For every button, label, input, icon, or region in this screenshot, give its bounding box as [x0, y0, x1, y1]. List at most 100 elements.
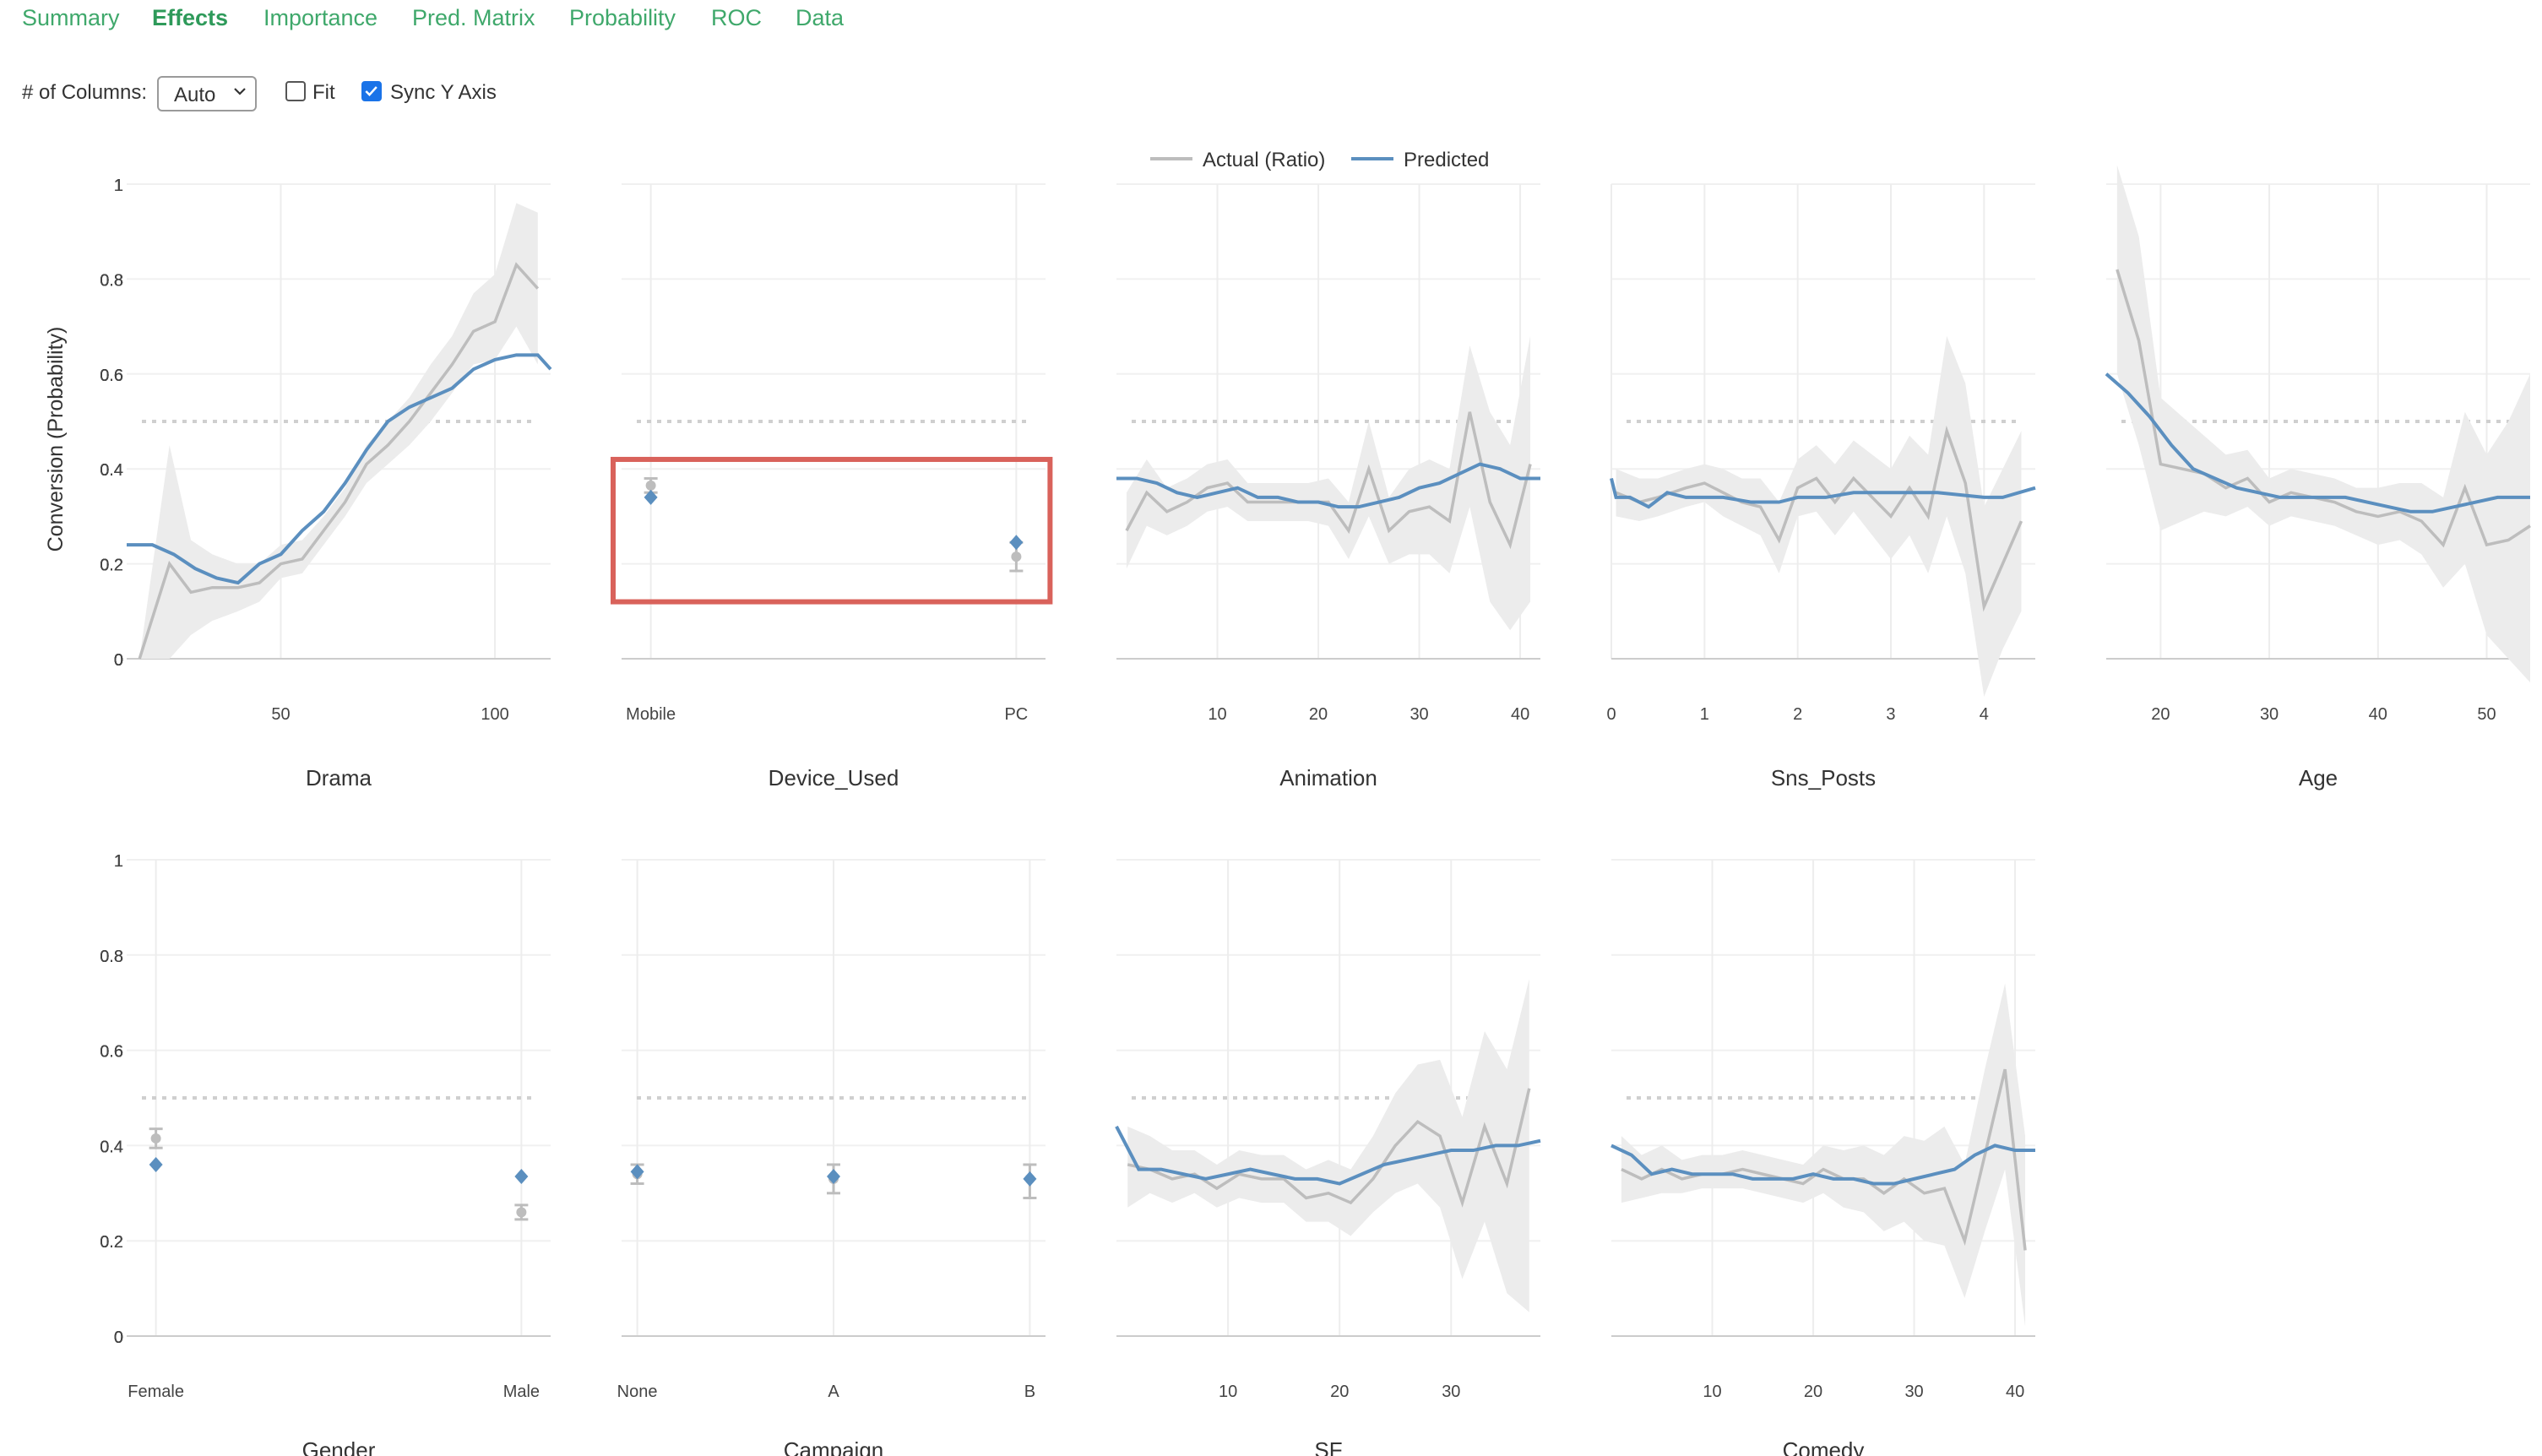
- y-tick-label: 1: [114, 852, 123, 871]
- x-tick-label: 1: [1700, 705, 1709, 724]
- y-tick-label: 0.4: [100, 461, 123, 480]
- tab-probability[interactable]: Probability: [569, 5, 676, 30]
- x-tick-label: 40: [2006, 1383, 2024, 1401]
- y-tick-label: 0.2: [100, 1233, 123, 1252]
- x-tick-label: 3: [1886, 705, 1895, 724]
- y-tick-label: 0.2: [100, 1233, 123, 1252]
- confidence-band: [1621, 983, 2026, 1327]
- x-tick-label: B: [1024, 1383, 1035, 1401]
- predicted-point: [514, 1169, 529, 1185]
- y-tick-label: 0.2: [100, 557, 123, 575]
- y-tick-label: 0.4: [100, 1138, 123, 1156]
- x-tick-label: 20: [1804, 1383, 1822, 1401]
- y-tick-label: 0.6: [100, 1043, 123, 1062]
- x-tick-label: 10: [1219, 1383, 1237, 1401]
- check-icon: [365, 86, 377, 96]
- x-tick-label: None: [617, 1383, 658, 1401]
- confidence-band: [1126, 335, 1531, 631]
- x-tick-label: Female: [128, 1383, 184, 1401]
- chart-drama: 0 0.2 0.4 0.6 0.8 1 50 100 Drama: [100, 177, 552, 790]
- confidence-band: [2116, 165, 2530, 683]
- highlight-box: [611, 456, 1053, 605]
- x-tick-label: 50: [271, 705, 290, 724]
- y-tick-label: 0.8: [100, 948, 123, 966]
- actual-line: [138, 262, 540, 660]
- y-tick-label: 0.4: [100, 1138, 123, 1156]
- y-tick-label: 0.8: [100, 271, 123, 290]
- predicted-line: [1610, 477, 2036, 509]
- x-tick-label: 0: [1606, 705, 1616, 724]
- tab-roc[interactable]: ROC: [711, 5, 762, 30]
- x-tick-label: 30: [2260, 705, 2279, 724]
- y-tick-label: 0.6: [100, 367, 123, 385]
- columns-select[interactable]: Auto: [157, 76, 257, 111]
- y-tick-label: 1: [114, 177, 123, 195]
- y-tick-label: 0.2: [100, 557, 123, 575]
- x-tick-label: 20: [1330, 1383, 1349, 1401]
- tab-importance[interactable]: Importance: [263, 5, 378, 30]
- y-tick-label: 0.6: [100, 367, 123, 385]
- fit-checkbox[interactable]: [285, 81, 306, 101]
- confidence-band: [139, 203, 538, 660]
- chart-title: Animation: [1279, 765, 1377, 790]
- chevron-down-icon: [234, 88, 246, 95]
- y-tick-label: 1: [114, 852, 123, 871]
- x-tick-label: 4: [1980, 705, 1989, 724]
- y-tick-label: 0.4: [100, 461, 123, 480]
- chart-title: Device_Used: [769, 765, 899, 790]
- y-tick-label: 0.8: [100, 271, 123, 290]
- legend-label: Predicted: [1404, 149, 1489, 171]
- x-tick-label: 30: [1410, 705, 1428, 724]
- tab-effects[interactable]: Effects: [152, 5, 229, 30]
- x-tick-label: 40: [1511, 705, 1529, 724]
- predicted-point: [149, 1156, 163, 1172]
- sync-y-axis-checkbox[interactable]: [361, 81, 382, 101]
- tab-summary[interactable]: Summary: [22, 5, 120, 30]
- predicted-line: [2105, 372, 2530, 513]
- tab-bar: Summary Effects Importance Pred. Matrix …: [0, 0, 2542, 51]
- x-tick-label: 50: [2477, 705, 2496, 724]
- actual-point: [645, 480, 656, 491]
- x-tick-label: 20: [2151, 705, 2170, 724]
- legend-label: Actual (Ratio): [1203, 149, 1325, 171]
- x-tick-label: 10: [1208, 705, 1226, 724]
- y-tick-label: 1: [114, 177, 123, 195]
- actual-point: [1011, 551, 1022, 562]
- predicted-line: [1116, 462, 1540, 509]
- y-tick-label: 0.8: [100, 948, 123, 966]
- x-tick-label: A: [828, 1383, 839, 1401]
- chart-comedy: 0 0.2 0.4 0.6 0.8 1 10 20 30 40 Comedy: [100, 852, 2035, 1456]
- chart-title: Campaign: [784, 1437, 884, 1456]
- predicted-line: [1115, 1125, 1541, 1186]
- x-tick-label: 40: [2369, 705, 2387, 724]
- y-tick-label: 1: [114, 177, 123, 195]
- y-tick-label: 0: [114, 1328, 123, 1347]
- fit-label: Fit: [312, 81, 335, 104]
- chart-title: Sns_Posts: [1771, 765, 1876, 790]
- y-tick-label: 1: [114, 852, 123, 871]
- chart-sf: 0 0.2 0.4 0.6 0.8 1 10 20 30 SF: [100, 852, 1541, 1456]
- tab-data[interactable]: Data: [796, 5, 845, 30]
- y-tick-label: 0: [114, 1328, 123, 1347]
- y-tick-label: 0.2: [100, 1233, 123, 1252]
- y-tick-label: 0.2: [100, 1233, 123, 1252]
- y-tick-label: 0.6: [100, 1043, 123, 1062]
- y-tick-label: 0.6: [100, 1043, 123, 1062]
- y-tick-label: 0: [114, 651, 123, 670]
- y-tick-label: 0: [114, 1328, 123, 1347]
- columns-label: # of Columns:: [22, 81, 148, 104]
- y-tick-label: 1: [114, 177, 123, 195]
- predicted-point: [630, 1164, 644, 1180]
- y-tick-label: 0.2: [100, 557, 123, 575]
- actual-line: [1621, 1068, 2027, 1251]
- tab-pred-matrix[interactable]: Pred. Matrix: [412, 5, 535, 30]
- y-tick-label: 0: [114, 651, 123, 670]
- y-tick-label: 0.4: [100, 1138, 123, 1156]
- predicted-point: [1023, 1171, 1037, 1187]
- y-tick-label: 0.8: [100, 271, 123, 290]
- chart-title: Gender: [302, 1437, 376, 1456]
- y-tick-label: 0.4: [100, 461, 123, 480]
- predicted-point: [644, 489, 658, 505]
